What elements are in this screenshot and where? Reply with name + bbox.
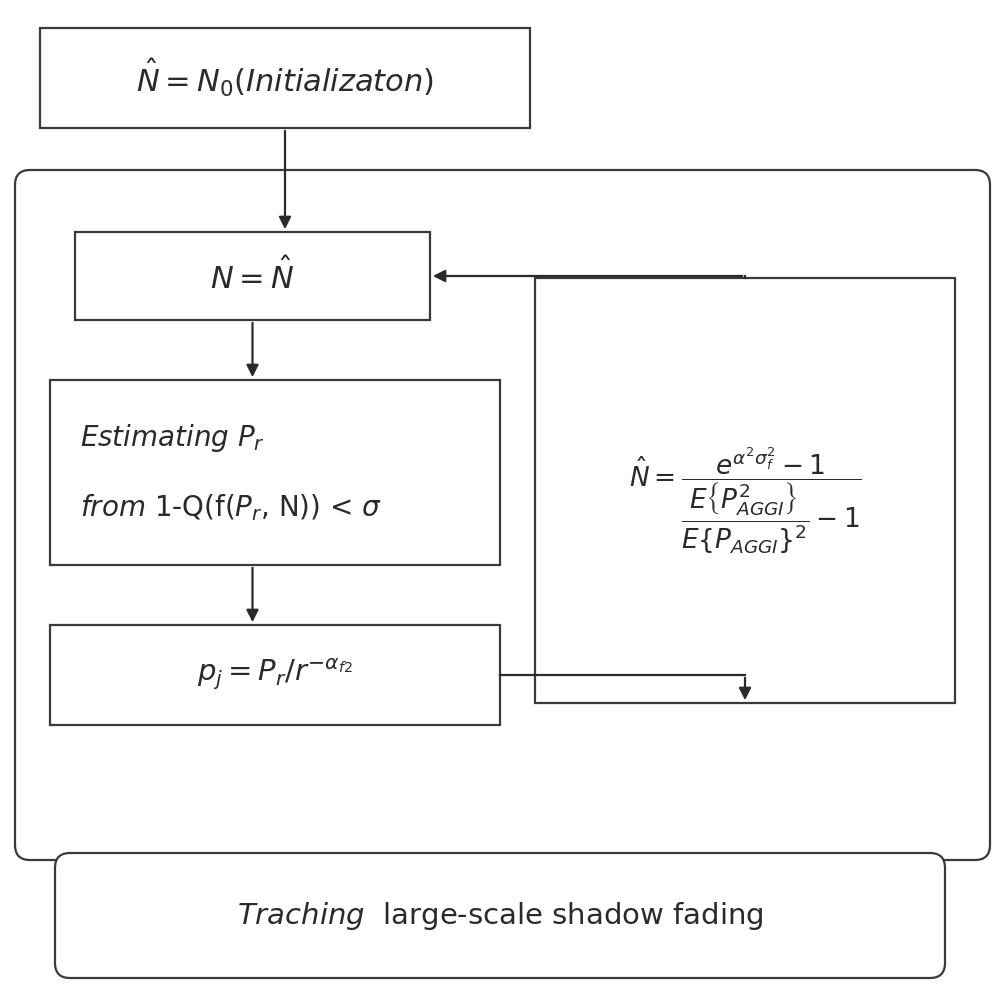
Bar: [75, 232, 430, 320]
Bar: [40, 28, 530, 128]
Text: $\mathit{from}$ 1-Q(f($P_r$, N)) < $\sigma$: $\mathit{from}$ 1-Q(f($P_r$, N)) < $\sig…: [80, 493, 382, 522]
Bar: [535, 278, 955, 703]
Text: $N = \hat{N}$: $N = \hat{N}$: [210, 258, 295, 295]
Text: $\mathit{Estimating}$ $P_r$: $\mathit{Estimating}$ $P_r$: [80, 422, 265, 454]
Text: $\mathit{Traching}$  large-scale shadow fading: $\mathit{Traching}$ large-scale shadow f…: [237, 899, 763, 931]
Text: $\hat{N}=N_0$($\mathit{Initializaton}$): $\hat{N}=N_0$($\mathit{Initializaton}$): [136, 57, 434, 99]
FancyBboxPatch shape: [55, 853, 945, 978]
Text: $\hat{N} = \dfrac{e^{\alpha^2\sigma_f^2}-1}{\dfrac{E\left\{P_{AGGI}^2\right\}}{E: $\hat{N} = \dfrac{e^{\alpha^2\sigma_f^2}…: [629, 446, 861, 555]
Text: $p_j = P_r / r^{-\alpha_{f2}}$: $p_j = P_r / r^{-\alpha_{f2}}$: [197, 657, 353, 692]
Bar: [50, 625, 500, 725]
FancyBboxPatch shape: [15, 170, 990, 860]
Bar: [50, 380, 500, 565]
